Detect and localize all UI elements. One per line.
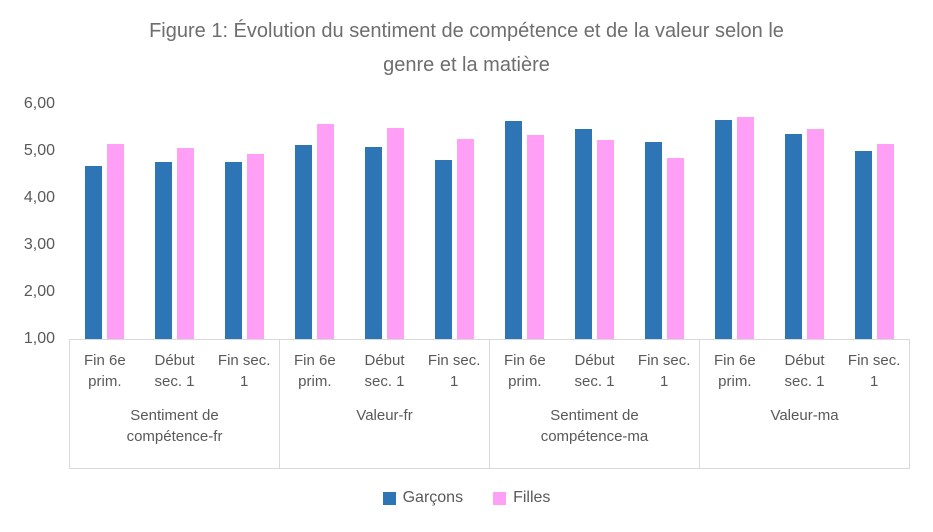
- bar-garçons: [505, 121, 523, 339]
- bar-garçons: [154, 162, 172, 339]
- timepoint-slot: Fin 6e prim.: [700, 350, 770, 392]
- bar-garçons: [84, 166, 102, 339]
- timepoint-row: Fin 6e prim. Début sec. 1 Fin sec. 1: [490, 350, 699, 392]
- y-tick-label: 4,00: [23, 189, 55, 206]
- group-label: Valeur-ma: [770, 407, 839, 424]
- timepoint-row: Fin 6e prim. Début sec. 1 Fin sec. 1: [70, 350, 279, 392]
- timepoint-slot: Fin sec. 1: [839, 350, 909, 392]
- legend-item-garçons: Garçons: [382, 489, 464, 507]
- bar-cluster: [490, 104, 560, 339]
- bar-garçons: [575, 129, 593, 339]
- bar-filles: [386, 128, 404, 339]
- timepoint-label: Début sec. 1: [154, 352, 195, 390]
- timepoint-label: Début sec. 1: [364, 352, 405, 390]
- axis-group-cell: Fin 6e prim. Début sec. 1 Fin sec. 1 Sentim…: [70, 340, 280, 468]
- legend-item-filles: Filles: [493, 489, 550, 507]
- timepoint-label: Fin sec. 1: [427, 352, 481, 390]
- bar-filles: [106, 144, 124, 339]
- bar-filles: [527, 135, 545, 339]
- axis-group-cell: Fin 6e prim. Début sec. 1 Fin sec. 1 Valeur…: [700, 340, 909, 468]
- timepoint-label: Fin 6e prim.: [83, 352, 126, 390]
- timepoint-label: Fin sec. 1: [847, 352, 901, 390]
- timepoint-label: Fin 6e prim.: [713, 352, 756, 390]
- bar-cluster: [700, 104, 770, 339]
- bar-group: [490, 104, 700, 339]
- legend-swatch-icon: [493, 491, 507, 505]
- timepoint-label: Fin 6e prim.: [293, 352, 336, 390]
- timepoint-slot: Début sec. 1: [770, 350, 840, 392]
- bar-cluster: [840, 104, 910, 339]
- bar-filles: [737, 117, 755, 339]
- bar-filles: [246, 154, 264, 339]
- timepoint-slot: Fin sec. 1: [419, 350, 489, 392]
- axis-group-cell: Fin 6e prim. Début sec. 1 Fin sec. 1 Valeur…: [280, 340, 490, 468]
- timepoint-row: Fin 6e prim. Début sec. 1 Fin sec. 1: [700, 350, 909, 392]
- legend-label: Filles: [513, 489, 551, 506]
- bar-filles: [176, 148, 194, 339]
- bar-garçons: [645, 142, 663, 339]
- chart-title: Figure 1: Évolution du sentiment de comp…: [0, 14, 933, 82]
- y-tick-label: 1,00: [23, 330, 55, 347]
- timepoint-slot: Fin 6e prim.: [490, 350, 560, 392]
- bar-cluster: [630, 104, 700, 339]
- legend-label: Garçons: [402, 489, 464, 506]
- bar-cluster: [279, 104, 349, 339]
- bar-group: [700, 104, 910, 339]
- bar-cluster: [209, 104, 279, 339]
- bar-garçons: [785, 134, 803, 339]
- bar-group: [279, 104, 489, 339]
- bar-cluster: [770, 104, 840, 339]
- timepoint-slot: Fin 6e prim.: [70, 350, 140, 392]
- group-label-area: Valeur-fr: [280, 392, 489, 468]
- y-tick-label: 6,00: [23, 95, 55, 112]
- timepoint-slot: Début sec. 1: [350, 350, 420, 392]
- bar-filles: [807, 129, 825, 339]
- y-tick-label: 5,00: [23, 142, 55, 159]
- bar-cluster: [139, 104, 209, 339]
- group-label: Sentiment de compétence-fr: [126, 407, 223, 445]
- group-label: Valeur-fr: [356, 407, 413, 424]
- timepoint-slot: Fin sec. 1: [629, 350, 699, 392]
- bar-filles: [597, 140, 615, 339]
- bar-filles: [667, 158, 685, 339]
- y-tick-label: 2,00: [23, 283, 55, 300]
- bar-cluster: [69, 104, 139, 339]
- y-tick-label: 3,00: [23, 236, 55, 253]
- group-label-area: Valeur-ma: [700, 392, 909, 468]
- bar-filles: [316, 124, 334, 339]
- timepoint-slot: Début sec. 1: [560, 350, 630, 392]
- timepoint-label: Début sec. 1: [574, 352, 615, 390]
- legend-swatch-icon: [382, 491, 396, 505]
- bar-garçons: [294, 145, 312, 339]
- bar-cluster: [349, 104, 419, 339]
- timepoint-label: Fin 6e prim.: [503, 352, 546, 390]
- axis-group-cell: Fin 6e prim. Début sec. 1 Fin sec. 1 Sentim…: [490, 340, 700, 468]
- timepoint-slot: Début sec. 1: [140, 350, 210, 392]
- plot-area: [69, 104, 910, 339]
- bar-garçons: [224, 162, 242, 339]
- chart-title-line2: genre et la matière: [383, 54, 550, 76]
- timepoint-slot: Fin sec. 1: [209, 350, 279, 392]
- group-label: Sentiment de compétence-ma: [540, 407, 649, 445]
- bar-filles: [456, 139, 474, 339]
- timepoint-label: Fin sec. 1: [637, 352, 691, 390]
- bar-garçons: [715, 120, 733, 339]
- timepoint-label: Fin sec. 1: [217, 352, 271, 390]
- legend: Garçons Filles: [0, 489, 933, 507]
- bar-cluster: [560, 104, 630, 339]
- timepoint-slot: Fin 6e prim.: [280, 350, 350, 392]
- timepoint-label: Début sec. 1: [784, 352, 825, 390]
- bar-garçons: [434, 160, 452, 339]
- bar-garçons: [364, 147, 382, 339]
- timepoint-row: Fin 6e prim. Début sec. 1 Fin sec. 1: [280, 350, 489, 392]
- bar-cluster: [419, 104, 489, 339]
- chart-title-line1: Figure 1: Évolution du sentiment de comp…: [149, 20, 784, 42]
- category-axis: Fin 6e prim. Début sec. 1 Fin sec. 1 Sentim…: [69, 339, 910, 469]
- bar-filles: [877, 144, 895, 339]
- group-label-area: Sentiment de compétence-fr: [70, 392, 279, 468]
- bar-garçons: [855, 151, 873, 339]
- bar-group: [69, 104, 279, 339]
- group-label-area: Sentiment de compétence-ma: [490, 392, 699, 468]
